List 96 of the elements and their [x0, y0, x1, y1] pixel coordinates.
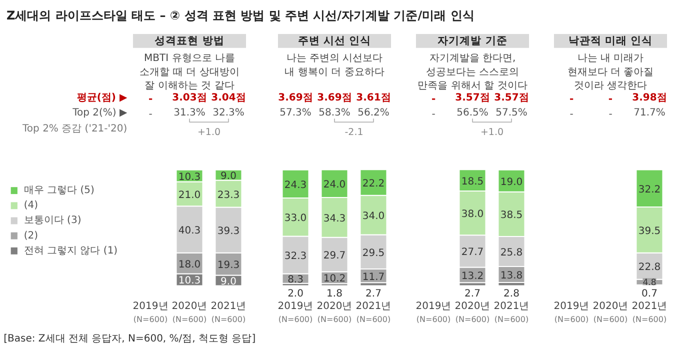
data-label: 34.3	[323, 213, 346, 224]
chart-subtitle: MBTI 유형으로 나를 소개할 때 더 상대방이 잘 이해하는 것 같다	[140, 52, 240, 92]
x-tick-label: 2019년 (N=600)	[132, 301, 168, 324]
data-label: 40.3	[178, 226, 201, 236]
chart-subtitle: 자기계발을 한다면, 성공보다는 스스로의 만족을 위해서 할 것이다	[418, 52, 528, 92]
x-tick-label: 2021년 (N=600)	[356, 301, 392, 324]
data-label: 2.7	[366, 288, 382, 300]
text: 3.69점	[278, 92, 313, 104]
data-label: 8.3	[288, 274, 304, 286]
legend-label: (2)	[24, 230, 38, 242]
data-label: 32.2	[638, 184, 661, 196]
text: Top 2(%) ▶	[72, 107, 128, 118]
x-tick-label: 2021년 (N=600)	[632, 301, 668, 324]
data-label: 39.5	[638, 226, 661, 237]
chart-title: 주변 시선 인식	[298, 34, 372, 47]
data-label: 11.7	[362, 272, 385, 283]
data-label: 21.0	[178, 190, 201, 201]
x-tick-label: 2021년 (N=600)	[494, 301, 530, 324]
data-label: 19.3	[217, 260, 240, 272]
data-label: 18.5	[461, 176, 484, 188]
data-label: 38.0	[461, 209, 484, 220]
text: 56.2%	[358, 107, 390, 118]
chart-title: 자기계발 기준	[438, 34, 508, 47]
data-label: 13.8	[500, 270, 523, 282]
chart-subtitle: 나는 주변의 시선보다 내 행복이 더 중요하다	[284, 52, 384, 78]
data-label: 39.3	[217, 226, 240, 238]
text: -	[608, 94, 613, 105]
data-label: 0.7	[642, 288, 658, 300]
data-label: 25.8	[500, 247, 523, 258]
text: 3.04점	[211, 92, 246, 104]
data-label: 34.0	[362, 211, 385, 222]
x-tick-label: 2020년 (N=600)	[592, 301, 628, 324]
data-label: 10.2	[323, 274, 346, 285]
text: 3.57점	[494, 92, 529, 104]
data-label: 29.5	[362, 248, 385, 259]
data-label: 24.3	[284, 180, 307, 191]
text: -2.1	[344, 126, 364, 138]
data-label: 18.0	[178, 259, 201, 270]
text: 3.61점	[356, 92, 391, 104]
text: 56.5%	[456, 107, 488, 118]
text: -	[431, 94, 436, 105]
data-label: 38.5	[500, 210, 523, 222]
x-tick-label: 2019년 (N=600)	[416, 301, 452, 324]
text: Top 2% 증감 ('21-'20)	[22, 124, 128, 135]
chart-subtitle: 나는 내 미래가 현재보다 더 좋아질 것이라 생각한다	[567, 52, 654, 92]
data-label: 22.2	[362, 178, 385, 190]
text: 57.5%	[496, 107, 528, 118]
text: -	[432, 108, 436, 120]
x-tick-label: 2019년 (N=600)	[554, 301, 590, 324]
text: +1.0	[197, 126, 221, 138]
data-label: 2.0	[288, 288, 304, 300]
text: -	[569, 94, 574, 105]
text: 71.7%	[634, 107, 666, 118]
text: 3.98점	[632, 92, 667, 104]
data-label: 27.7	[461, 247, 484, 258]
text: 57.3%	[280, 107, 312, 118]
data-label: 9.0	[220, 276, 236, 288]
text: -	[148, 94, 153, 105]
data-label: 33.0	[284, 213, 307, 224]
legend-label: 전혀 그렇지 않다 (1)	[24, 245, 118, 256]
text: [Base: Z세대 전체 응답자, N=600, %/점, 척도형 응답]	[4, 334, 256, 345]
text: 3.57점	[455, 92, 490, 104]
legend-label: (4)	[24, 200, 38, 212]
chart-title: 성격표현 방법	[154, 34, 224, 47]
text: 3.03점	[172, 92, 207, 104]
x-tick-label: 2020년 (N=600)	[172, 301, 208, 324]
text: 평균(점) ▶	[76, 92, 128, 104]
text: 31.3%	[174, 107, 206, 118]
text: 32.3%	[212, 107, 244, 118]
data-label: 1.8	[326, 288, 342, 300]
text: -	[608, 108, 613, 120]
data-label: 19.0	[500, 176, 523, 188]
data-label: 9.0	[220, 171, 236, 182]
text: +1.0	[480, 126, 504, 138]
data-label: 32.3	[284, 251, 307, 262]
data-label: 24.0	[323, 180, 346, 191]
data-label: 29.7	[323, 250, 346, 262]
data-label: 10.3	[178, 172, 201, 183]
data-label: 10.3	[178, 276, 201, 287]
text: -	[570, 108, 574, 120]
x-tick-label: 2020년 (N=600)	[454, 301, 490, 324]
data-label: 2.7	[464, 288, 480, 300]
x-tick-label: 2021년 (N=600)	[210, 301, 246, 324]
data-label: 13.2	[461, 270, 484, 282]
data-label: 2.8	[504, 288, 520, 300]
text: Z세대의 라이프스타일 태도 – ② 성격 표현 방법 및 주변 시선/자기계발 기준/미래 인식	[6, 8, 474, 22]
chart-title: 낙관적 미래 인식	[568, 34, 653, 47]
x-tick-label: 2020년 (N=600)	[316, 301, 352, 324]
text: 58.3%	[318, 107, 350, 118]
text: 3.69점	[317, 92, 352, 104]
data-label: 22.8	[638, 262, 661, 274]
legend-label: 매우 그렇다 (5)	[24, 185, 95, 196]
x-tick-label: 2019년 (N=600)	[278, 301, 314, 324]
data-label: 23.3	[217, 190, 240, 201]
legend-label: 보통이다 (3)	[24, 215, 82, 226]
text: -	[148, 108, 153, 120]
